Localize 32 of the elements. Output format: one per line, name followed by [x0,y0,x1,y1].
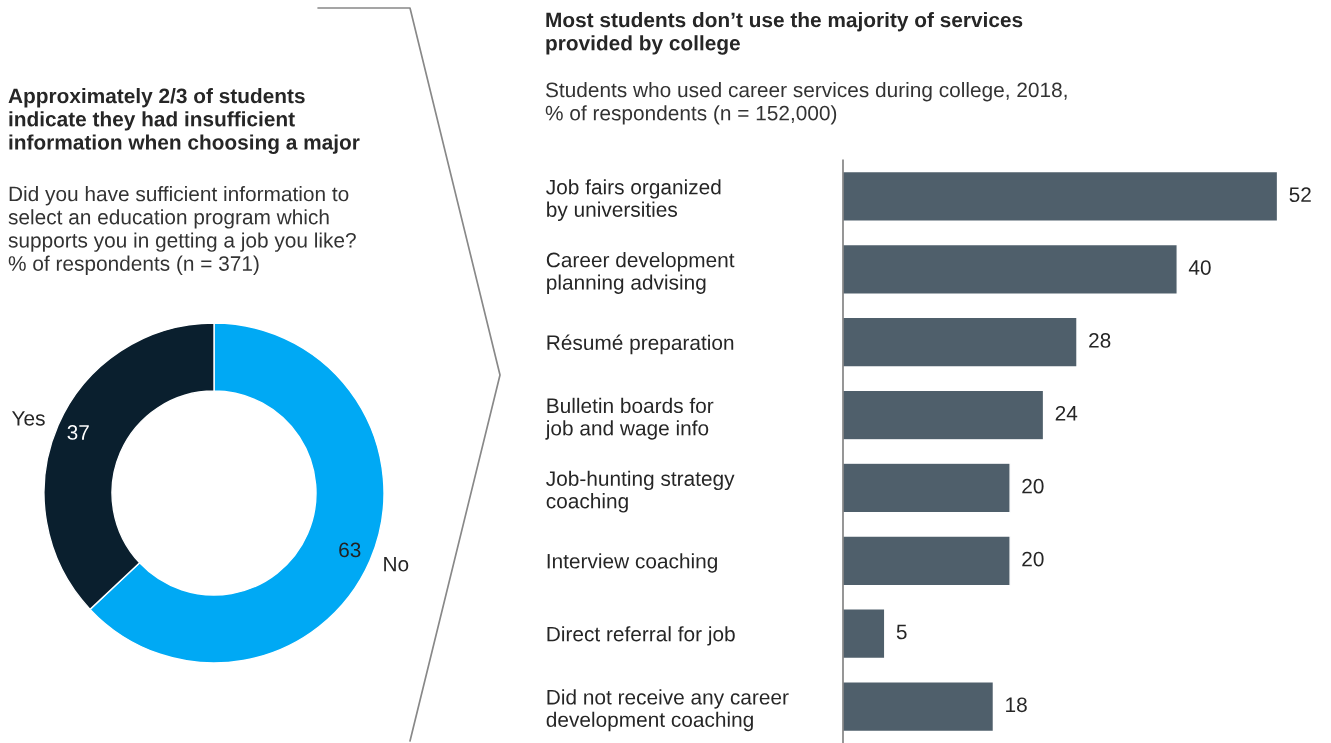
chart-subtitle: Students who used career services during college, 2018, % of respondents (n = 152,000) [545,82,1067,125]
y-tick-label: Résumé preparation [547,334,734,355]
slice-label: Yes [11,411,45,426]
y-tick-label: Interview coaching [547,553,717,573]
bar [843,243,1178,295]
y-tick-label: Direct referral for job [547,626,735,646]
y-tick-label: Did not receive any career development coaching [546,689,789,732]
bar [843,316,1078,368]
data-label: 37 [67,425,89,440]
bar [843,681,995,733]
data-label: 52 [1289,187,1311,203]
chart-title: Approximately 2/3 of students indicate they had insufficient information when choosing a major [8,88,360,154]
bar [843,535,1011,587]
data-label: 28 [1089,333,1111,348]
data-label: 18 [1006,697,1027,713]
data-label: 20 [1022,551,1044,567]
chart-title: Most students don’t use the majority of services provided by college [546,12,1023,55]
data-label: 63 [339,542,361,558]
bar [843,389,1045,441]
chart-subtitle: Did you have sufficient information to select an education program which supports you in getting a job you like? % of respondents (n = 371) [8,186,356,276]
y-tick-label: Job-hunting strategy coaching [546,470,735,513]
data-label: 40 [1188,260,1211,275]
y-tick-label: Career development planning advising [546,252,735,294]
data-label: 24 [1055,405,1078,421]
y-tick-label: Job fairs organized by universities [546,179,721,222]
y-tick-label: Bulletin boards for job and wage info [545,397,714,440]
bar [843,170,1279,222]
data-label: 5 [896,624,907,640]
bar [843,608,886,660]
bar [843,462,1011,514]
data-label: 20 [1022,478,1044,494]
slice-label: No [384,556,409,572]
